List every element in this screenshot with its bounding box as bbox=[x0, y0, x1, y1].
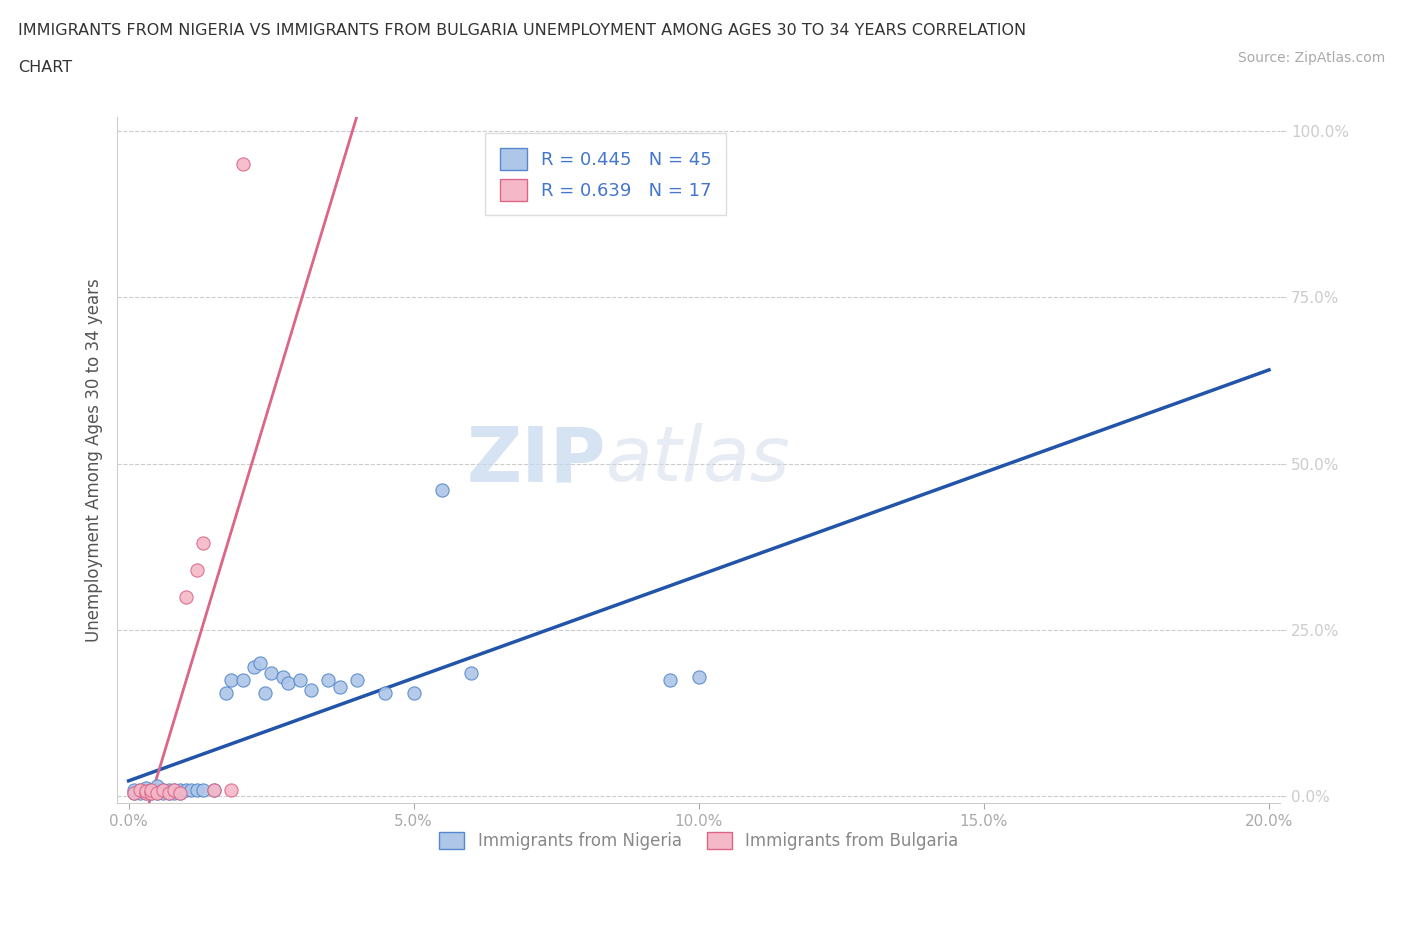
Point bbox=[135, 784, 157, 799]
Text: Source: ZipAtlas.com: Source: ZipAtlas.com bbox=[1237, 51, 1385, 65]
Y-axis label: Unemployment Among Ages 30 to 34 years: Unemployment Among Ages 30 to 34 years bbox=[86, 278, 103, 642]
Point bbox=[260, 666, 283, 681]
Point bbox=[124, 786, 146, 801]
Point bbox=[659, 672, 682, 687]
Point bbox=[152, 782, 174, 797]
Point bbox=[186, 782, 208, 797]
Point bbox=[135, 784, 157, 799]
Point bbox=[202, 782, 225, 797]
Point bbox=[146, 786, 169, 801]
Text: IMMIGRANTS FROM NIGERIA VS IMMIGRANTS FROM BULGARIA UNEMPLOYMENT AMONG AGES 30 T: IMMIGRANTS FROM NIGERIA VS IMMIGRANTS FR… bbox=[18, 23, 1026, 38]
Point bbox=[152, 782, 174, 797]
Point bbox=[124, 782, 146, 797]
Point bbox=[174, 590, 197, 604]
Point bbox=[688, 670, 710, 684]
Point bbox=[243, 659, 266, 674]
Point bbox=[129, 782, 152, 797]
Point bbox=[271, 670, 294, 684]
Point bbox=[163, 782, 186, 797]
Point bbox=[249, 656, 271, 671]
Point bbox=[277, 676, 299, 691]
Point bbox=[169, 782, 191, 797]
Point bbox=[141, 782, 163, 797]
Point bbox=[402, 685, 425, 700]
Point bbox=[163, 786, 186, 801]
Point bbox=[232, 156, 254, 171]
Point bbox=[141, 786, 163, 801]
Point bbox=[214, 685, 236, 700]
Text: atlas: atlas bbox=[606, 423, 790, 498]
Point bbox=[329, 679, 352, 694]
Point bbox=[346, 672, 368, 687]
Point bbox=[169, 786, 191, 801]
Point bbox=[191, 536, 214, 551]
Point bbox=[202, 782, 225, 797]
Point bbox=[219, 782, 242, 797]
Point bbox=[169, 786, 191, 801]
Point bbox=[146, 786, 169, 801]
Point bbox=[254, 685, 277, 700]
Point bbox=[191, 782, 214, 797]
Point bbox=[141, 786, 163, 801]
Point bbox=[135, 781, 157, 796]
Point bbox=[146, 779, 169, 794]
Point bbox=[232, 672, 254, 687]
Point bbox=[374, 685, 396, 700]
Point bbox=[141, 782, 163, 797]
Point bbox=[157, 786, 180, 801]
Point bbox=[299, 683, 322, 698]
Point bbox=[219, 672, 242, 687]
Point bbox=[135, 786, 157, 801]
Point bbox=[135, 786, 157, 801]
Point bbox=[180, 782, 202, 797]
Text: ZIP: ZIP bbox=[467, 423, 606, 498]
Point bbox=[163, 782, 186, 797]
Point bbox=[186, 563, 208, 578]
Point bbox=[316, 672, 339, 687]
Point bbox=[124, 786, 146, 801]
Point bbox=[146, 782, 169, 797]
Legend: Immigrants from Nigeria, Immigrants from Bulgaria: Immigrants from Nigeria, Immigrants from… bbox=[433, 825, 965, 857]
Point bbox=[432, 483, 454, 498]
Point bbox=[157, 786, 180, 801]
Text: CHART: CHART bbox=[18, 60, 72, 75]
Point bbox=[152, 786, 174, 801]
Point bbox=[129, 782, 152, 797]
Point bbox=[157, 782, 180, 797]
Point bbox=[129, 786, 152, 801]
Point bbox=[288, 672, 311, 687]
Point bbox=[174, 782, 197, 797]
Point bbox=[460, 666, 482, 681]
